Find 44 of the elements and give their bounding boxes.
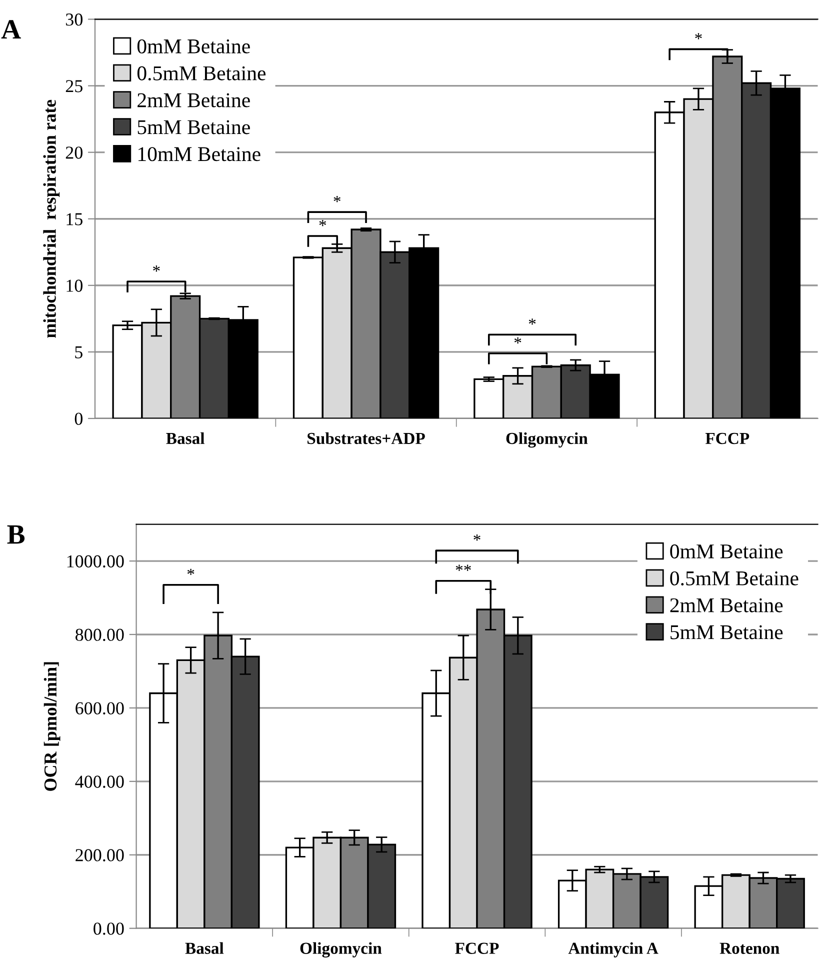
x-tick-label: Oligomycin bbox=[506, 432, 588, 448]
x-tick-label: Basal bbox=[185, 942, 224, 954]
y-tick-label: 0 bbox=[74, 412, 82, 425]
y-tick-label: 10 bbox=[66, 280, 82, 292]
y-tick-label: 1000.00 bbox=[67, 555, 124, 568]
legend-label: 0mM Betaine bbox=[137, 39, 250, 54]
y-axis-title: mitochondrial respiration rate bbox=[43, 100, 60, 338]
y-tick-label: 600.00 bbox=[76, 702, 124, 714]
legend-label: 5mM Betaine bbox=[670, 625, 783, 640]
x-tick-label: Substrates+ADP bbox=[308, 432, 425, 444]
y-tick-label: 25 bbox=[66, 80, 82, 92]
legend-label: 2mM Betaine bbox=[138, 93, 250, 108]
y-tick-label: 800.00 bbox=[76, 628, 124, 642]
annotation: ** bbox=[456, 564, 471, 571]
y-axis-title: OCR [pmol/min] bbox=[44, 662, 60, 791]
y-tick-label: 5 bbox=[75, 346, 82, 358]
legend-label: 10mM Betaine bbox=[138, 147, 260, 162]
x-tick-label: FCCP bbox=[705, 432, 750, 444]
legend-label: 0.5mM Betaine bbox=[670, 571, 798, 586]
annotation: * bbox=[514, 337, 522, 344]
annotation: * bbox=[153, 265, 160, 272]
x-tick-label: Basal bbox=[166, 432, 204, 444]
legend-label: 2mM Betaine bbox=[670, 598, 783, 612]
legend-label: 0.5mM Betaine bbox=[137, 66, 266, 80]
y-tick-label: 30 bbox=[66, 13, 82, 26]
annotation: * bbox=[528, 318, 536, 325]
y-tick-label: 400.00 bbox=[75, 776, 124, 788]
y-tick-label: 200.00 bbox=[76, 849, 124, 862]
legend-label: 0mM Betaine bbox=[670, 544, 783, 558]
annotation: * bbox=[319, 220, 326, 226]
y-tick-label: 15 bbox=[66, 213, 82, 226]
chart-title: B bbox=[7, 525, 25, 544]
y-tick-label: 0.00 bbox=[94, 922, 124, 935]
x-tick-label: Rotenon bbox=[720, 942, 780, 954]
y-tick-label: 20 bbox=[66, 146, 82, 159]
annotation: * bbox=[334, 196, 340, 202]
annotation: * bbox=[187, 568, 194, 575]
x-tick-label: Oligomycin bbox=[300, 942, 382, 958]
annotation: * bbox=[695, 33, 702, 40]
chart-title: A bbox=[1, 20, 21, 39]
legend-label: 5mM Betaine bbox=[138, 120, 250, 134]
x-tick-label: FCCP bbox=[455, 942, 499, 954]
x-tick-label: Antimycin A bbox=[568, 942, 658, 958]
annotation: * bbox=[474, 534, 480, 541]
